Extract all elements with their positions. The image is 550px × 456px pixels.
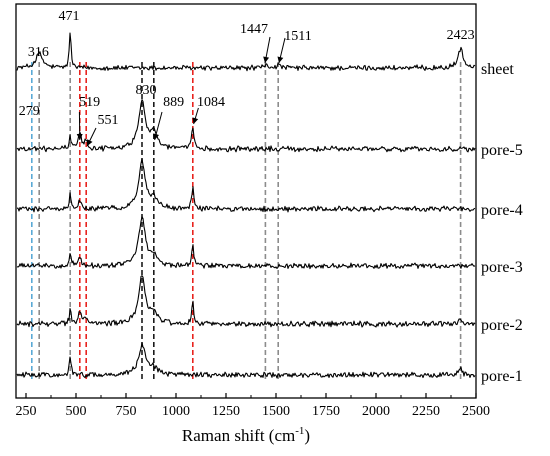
x-axis-title: Raman shift (cm-1) xyxy=(182,425,310,445)
arrow-head-1447 xyxy=(263,56,270,63)
peak-label-1084: 1084 xyxy=(197,95,225,110)
series-line-pore-5 xyxy=(16,99,476,153)
series-label-pore-3: pore-3 xyxy=(481,259,523,276)
x-tick-label-1250: 1250 xyxy=(212,404,240,419)
arrow-head-1084 xyxy=(192,117,199,124)
spectra-group xyxy=(16,32,476,379)
peak-label-1447: 1447 xyxy=(240,22,268,37)
plot-frame xyxy=(15,3,477,399)
x-axis: 250 500 750 1000 1250 1500 1750 2000 2250 2500 xyxy=(16,393,490,419)
peak-label-316: 316 xyxy=(28,45,49,60)
arrow-head-889 xyxy=(153,133,160,140)
series-labels: sheet pore-5 pore-4 pore-3 pore-2 pore-1 xyxy=(481,61,523,385)
peak-annotations: 471 316 1447 1511 2423 830 279 519 551 889 1084 xyxy=(19,9,475,128)
x-tick-label-2500: 2500 xyxy=(462,404,490,419)
x-tick-label-2250: 2250 xyxy=(412,404,440,419)
series-label-pore-2: pore-2 xyxy=(481,317,523,334)
peak-label-830: 830 xyxy=(136,83,157,98)
series-line-pore-2 xyxy=(16,275,476,328)
series-label-pore-5: pore-5 xyxy=(481,142,523,159)
x-tick-label-1750: 1750 xyxy=(312,404,340,419)
peak-label-2423: 2423 xyxy=(447,28,475,43)
series-line-pore-4 xyxy=(17,158,476,213)
x-axis-title-end: ) xyxy=(304,426,310,445)
series-label-pore-4: pore-4 xyxy=(481,202,523,219)
x-axis-title-sup: -1 xyxy=(295,425,304,437)
series-line-pore-3 xyxy=(16,216,476,270)
x-tick-label-2000: 2000 xyxy=(362,404,390,419)
peak-label-279: 279 xyxy=(19,104,40,119)
series-label-pore-1: pore-1 xyxy=(481,368,523,385)
arrow-head-551 xyxy=(87,139,93,146)
x-tick-label-250: 250 xyxy=(16,404,37,419)
peak-label-519: 519 xyxy=(79,95,100,110)
arrow-head-519 xyxy=(76,133,83,140)
peak-arrows xyxy=(76,36,286,147)
peak-label-551: 551 xyxy=(98,113,119,128)
x-tick-label-1500: 1500 xyxy=(262,404,290,419)
x-tick-label-750: 750 xyxy=(116,404,137,419)
peak-label-471: 471 xyxy=(59,9,80,24)
arrow-head-1511 xyxy=(277,56,284,63)
series-line-sheet xyxy=(16,32,476,72)
x-axis-title-main: Raman shift (cm xyxy=(182,426,295,445)
series-line-pore-1 xyxy=(16,342,476,379)
peak-label-1511: 1511 xyxy=(284,29,311,44)
x-tick-label-1000: 1000 xyxy=(162,404,190,419)
series-label-sheet: sheet xyxy=(481,61,514,78)
peak-label-889: 889 xyxy=(163,95,184,110)
x-tick-label-500: 500 xyxy=(66,404,87,419)
